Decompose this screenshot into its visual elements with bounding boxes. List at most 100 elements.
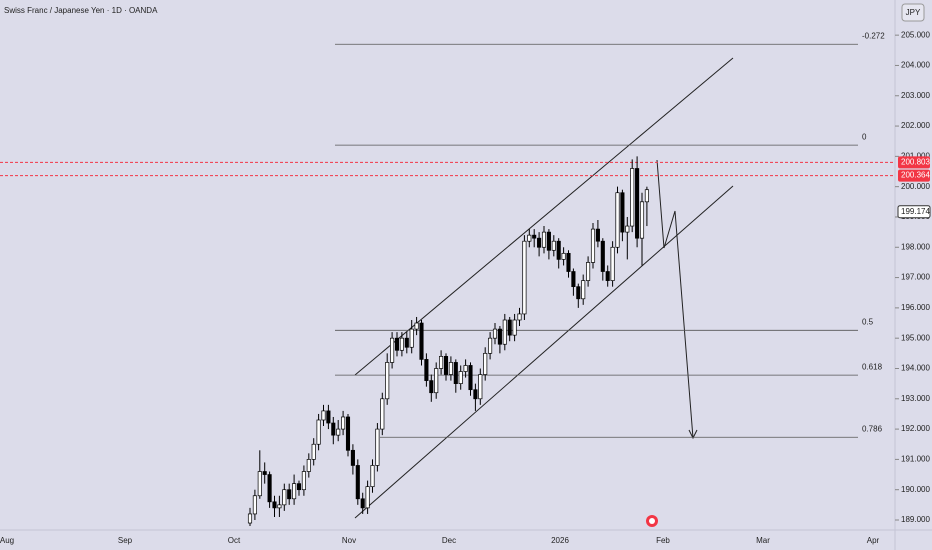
- candle-body: [306, 459, 311, 472]
- y-tick-label: 204.000: [901, 61, 930, 70]
- channel-lower: [354, 185, 734, 519]
- y-tick-label: 203.000: [901, 91, 930, 100]
- y-tick-label: 191.000: [901, 455, 930, 464]
- candle-body: [541, 231, 547, 248]
- candle-body: [463, 365, 468, 372]
- candle-body: [390, 337, 395, 363]
- candle-body: [448, 362, 453, 375]
- event-icon-inner: [649, 518, 655, 524]
- candle-body: [576, 286, 581, 300]
- candle-body: [600, 240, 605, 272]
- candle-body: [375, 428, 380, 466]
- candle-body: [566, 252, 571, 272]
- candle-body: [252, 495, 257, 515]
- price-box: [898, 169, 930, 182]
- candle-body: [625, 225, 630, 233]
- candle-body: [277, 504, 282, 509]
- candle-body: [473, 389, 478, 400]
- candle-body: [331, 422, 336, 436]
- candle-body: [296, 483, 302, 491]
- x-tick-label: Nov: [342, 536, 356, 545]
- fib-level-label: 0.618: [862, 362, 883, 371]
- candle-body: [605, 271, 610, 281]
- candle-body: [497, 328, 502, 345]
- candle-body: [620, 192, 625, 233]
- candle-body: [326, 410, 331, 424]
- price-box-label: 200.803: [901, 157, 930, 166]
- candle-body: [507, 319, 512, 336]
- fib-level-label: 0: [862, 132, 867, 141]
- fib-level-label: 0.5: [862, 317, 874, 326]
- candle-body: [434, 368, 439, 394]
- candle-body: [272, 501, 277, 509]
- candle-body: [517, 313, 522, 321]
- projection-arrowhead: [688, 429, 698, 440]
- candle-body: [316, 419, 321, 445]
- fib-level-label: 0.786: [862, 424, 883, 433]
- candle-body: [512, 319, 517, 336]
- candle-body: [257, 471, 262, 497]
- currency-label[interactable]: JPY: [906, 8, 921, 17]
- candle-body: [546, 231, 551, 251]
- candle-body: [478, 374, 483, 400]
- y-tick-label: 202.000: [901, 121, 930, 130]
- candle-body: [292, 483, 297, 500]
- y-tick-label: 201.000: [901, 151, 930, 160]
- candle-body: [380, 398, 385, 430]
- candle-body: [287, 489, 292, 500]
- candle-body: [355, 465, 360, 500]
- candle-body: [453, 362, 458, 384]
- candle-body: [630, 168, 635, 227]
- candle-body: [468, 365, 473, 391]
- candle-body: [635, 168, 640, 239]
- projection-path: [656, 159, 694, 439]
- candle-body: [336, 428, 341, 436]
- candle-body: [483, 352, 488, 375]
- marks: -0.272 0 0.5 0.618 0.786: [0, 31, 895, 527]
- x-tick-label: Feb: [656, 536, 670, 545]
- candle-body: [385, 362, 390, 400]
- candle-body: [458, 371, 463, 384]
- y-tick-label: 200.000: [901, 182, 930, 191]
- candle-body: [615, 192, 620, 248]
- x-tick-label: Sep: [118, 536, 133, 545]
- y-tick-label: 198.000: [901, 242, 930, 251]
- x-tick-label: 2026: [551, 536, 569, 545]
- y-tick-label: 197.000: [901, 273, 930, 282]
- candle-body: [311, 443, 316, 460]
- candle-body: [301, 471, 306, 491]
- candle-body: [399, 337, 404, 351]
- candle-body: [345, 416, 351, 451]
- candle-body: [365, 486, 370, 509]
- candle-body: [492, 328, 498, 339]
- candle-body: [488, 337, 493, 354]
- y-tick-label: 190.000: [901, 485, 930, 494]
- currency-box[interactable]: [901, 3, 925, 22]
- candle-body: [581, 280, 586, 300]
- x-tick-label: Mar: [756, 536, 770, 545]
- candle-body: [247, 513, 253, 524]
- x-tick-label: Aug: [0, 536, 14, 545]
- candle-body: [556, 240, 561, 260]
- candle-body: [571, 271, 576, 288]
- candle-body: [350, 449, 355, 466]
- candle-body: [586, 262, 591, 281]
- chart-title: Swiss Franc / Japanese Yen · 1D · OANDA: [4, 6, 158, 15]
- y-tick-label: 205.000: [901, 30, 930, 39]
- candle-body: [360, 498, 365, 509]
- candle-body: [644, 189, 649, 203]
- last-price-box: [897, 205, 931, 219]
- candle-body: [439, 356, 444, 369]
- y-tick-label: 192.000: [901, 424, 930, 433]
- candle-body: [561, 252, 566, 260]
- channel: [354, 57, 734, 519]
- candle-body: [262, 471, 267, 475]
- candle-body: [537, 237, 542, 248]
- candle-body: [394, 337, 400, 351]
- candle-body: [404, 337, 409, 348]
- price-box: [898, 156, 930, 169]
- candle-body: [419, 322, 424, 360]
